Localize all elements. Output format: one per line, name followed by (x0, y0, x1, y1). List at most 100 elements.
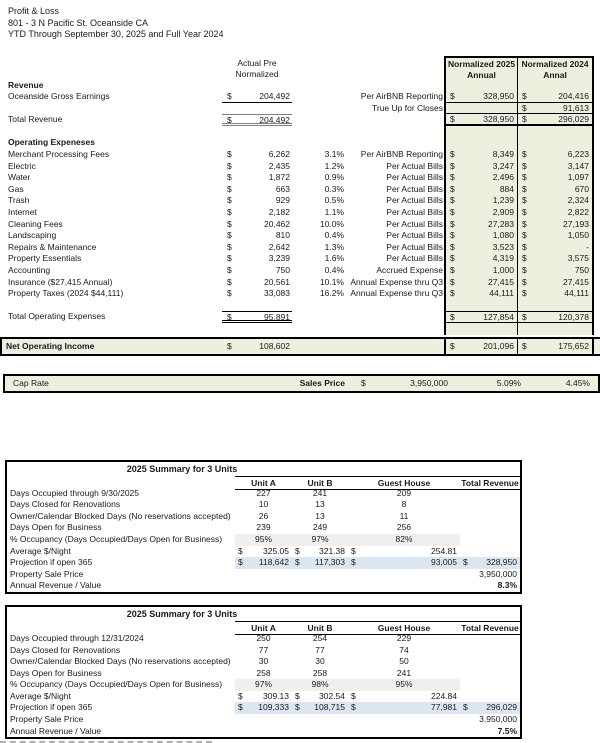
total-revenue-cell (460, 645, 520, 657)
unit-b-value: 13 (315, 499, 325, 510)
pnl-normalized-2024-cell: $ 2,822 (518, 207, 594, 219)
pnl-percent-of-revenue: 10.1% (319, 276, 344, 287)
unit-a-cell: 30 (235, 656, 292, 668)
pnl-row: Insurance ($27,415 Annual) $ 20,561 10.1… (0, 276, 600, 289)
pnl-source-note (348, 114, 444, 126)
unit-a-cell: 95% (235, 533, 292, 546)
total-revenue-value: 3,950,000 (479, 568, 517, 579)
unit-a-cell (235, 714, 292, 726)
pnl-row: Merchant Processing Fees $ 6,262 3.1% Pe… (0, 149, 600, 161)
guest-house-cell: $ 254.81 (348, 546, 460, 558)
pnl-row (0, 322, 600, 335)
cap-rate-spacer (227, 376, 241, 391)
pnl-percent-of-revenue: 16.2% (319, 288, 344, 299)
pnl-actual-value: 2,182 (268, 207, 290, 218)
dollar-sign: $ (522, 195, 527, 206)
pnl-normalized-2025-value: 3,523 (492, 241, 514, 252)
pnl-actual-value: 750 (275, 265, 290, 275)
summary-row-label: Annual Revenue / Value (10, 580, 102, 591)
pnl-actual-dollar (222, 80, 236, 92)
pnl-normalized-2025-cell: $ 27,415 (444, 276, 518, 289)
pnl-actual-dollar: $ (227, 340, 232, 351)
total-revenue-cell (460, 522, 520, 534)
unit-a-value: 10 (258, 499, 269, 510)
guest-house-value: 82% (395, 533, 413, 544)
pnl-row-label: Gas (8, 183, 24, 194)
dollar-sign: $ (450, 114, 455, 125)
pnl-row-label: Property Taxes (2024 $44,111) (8, 288, 124, 299)
guest-house-cell (348, 580, 460, 592)
summary-row-label: Projection if open 365 (10, 702, 93, 713)
pnl-row-label: Internet (8, 207, 37, 218)
pnl-source-note (348, 323, 444, 335)
guest-house-cell: 229 (348, 633, 460, 645)
guest-house-value: 50 (399, 656, 409, 667)
summary-row-label: Owner/Calendar Blocked Days (No reservat… (10, 656, 231, 667)
pnl-source-note: Per AirBNB Reporting (360, 149, 443, 160)
pnl-normalized-2025-cell: $ 884 (444, 183, 518, 196)
total-revenue-value: 7.5% (497, 725, 517, 736)
guest-house-cell: 95% (348, 679, 460, 691)
pnl-normalized-2024-value: 2,324 (567, 195, 589, 206)
dollar-sign: $ (463, 557, 468, 568)
cap-rate-row: Cap Rate Sales Price $ 3,950,000 5.09% 4… (3, 373, 600, 393)
pnl-actual-value: 2,642 (268, 241, 290, 252)
pnl-row-label: Property Essentials (8, 253, 82, 264)
unit-b-cell (292, 714, 348, 726)
total-revenue-cell (460, 679, 520, 691)
pnl-actual-value (236, 103, 292, 115)
pnl-row-label: Repairs & Maintenance (8, 241, 97, 252)
summary-row-label: Annual Revenue / Value (10, 725, 102, 736)
summary-table-2025: 2025 Summary for 3 Units Unit A Unit B G… (5, 459, 522, 594)
pnl-source-note (348, 311, 444, 323)
pnl-source-note (348, 300, 444, 312)
pnl-actual-dollar: $ (227, 276, 232, 287)
dollar-sign: $ (522, 207, 527, 218)
total-revenue-cell (460, 546, 520, 558)
pnl-normalized-2024-value: - (586, 241, 589, 252)
guest-house-value: 254.81 (431, 545, 457, 556)
pnl-actual-dollar (222, 103, 236, 115)
pnl-normalized-2024-value: 204,416 (558, 91, 589, 102)
pnl-normalized-2024-value: 27,415 (563, 276, 589, 287)
pnl-row-label: Operating Expeneses (8, 137, 95, 148)
header-unit-b: Unit B (292, 620, 348, 635)
dollar-sign: $ (522, 230, 527, 241)
summary-row-label: Average $/Night (10, 690, 71, 701)
total-revenue-value: 328,950 (486, 557, 517, 568)
total-revenue-cell: $ 328,950 (460, 557, 520, 569)
cap-rate-label: Cap Rate (13, 377, 49, 388)
sales-price-value: 3,950,000 (410, 377, 448, 388)
pnl-actual-value: 929 (275, 195, 290, 206)
pnl-actual-dollar: $ (227, 149, 232, 160)
pnl-normalized-2024-cell: $ 3,147 (518, 160, 594, 173)
cap-rate-2024-value: 4.45% (565, 377, 590, 388)
summary-row-label: Days Occupied through 9/30/2025 (10, 487, 140, 498)
summary-row: Days Open for Business 258 258 241 (7, 668, 520, 680)
guest-house-value: 95% (395, 679, 413, 690)
pnl-normalized-2025-cell: $ 4,319 (444, 253, 518, 265)
unit-a-cell: 97% (235, 679, 292, 691)
pnl-row: Total Revenue $ 204,492 $ 328,950 $ 296,… (0, 114, 600, 126)
guest-house-cell: 11 (348, 511, 460, 523)
header-total-revenue: Total Revenue (460, 620, 520, 635)
guest-house-value: 209 (396, 487, 412, 498)
total-revenue-cell (460, 656, 520, 668)
pnl-row-label: Landscaping (8, 230, 57, 241)
dollar-sign: $ (295, 690, 300, 701)
total-revenue-cell: 8.3% (460, 580, 520, 592)
guest-house-cell: 8 (348, 499, 460, 511)
pnl-actual-value: 20,561 (264, 276, 290, 287)
summary-row: Average $/Night $ 309.13 $ 302.54 $ 224.… (7, 691, 520, 703)
unit-b-cell: 258 (292, 668, 348, 680)
property-address: 801 - 3 N Pacific St. Oceanside CA (8, 17, 149, 28)
pnl-actual-value: 108,602 (259, 340, 290, 351)
total-revenue-cell (460, 534, 520, 546)
pnl-normalized-2024-cell: $ 2,324 (518, 195, 594, 208)
pnl-percent-of-revenue: 0.4% (324, 265, 344, 275)
cap-rate-spacer (241, 376, 297, 391)
total-revenue-cell (460, 691, 520, 703)
column-header-normalized-2024: Normalized 2024 Annal (518, 55, 594, 83)
pnl-normalized-2024-value: 3,575 (567, 253, 589, 264)
pnl-actual-value: 1,872 (268, 172, 290, 183)
